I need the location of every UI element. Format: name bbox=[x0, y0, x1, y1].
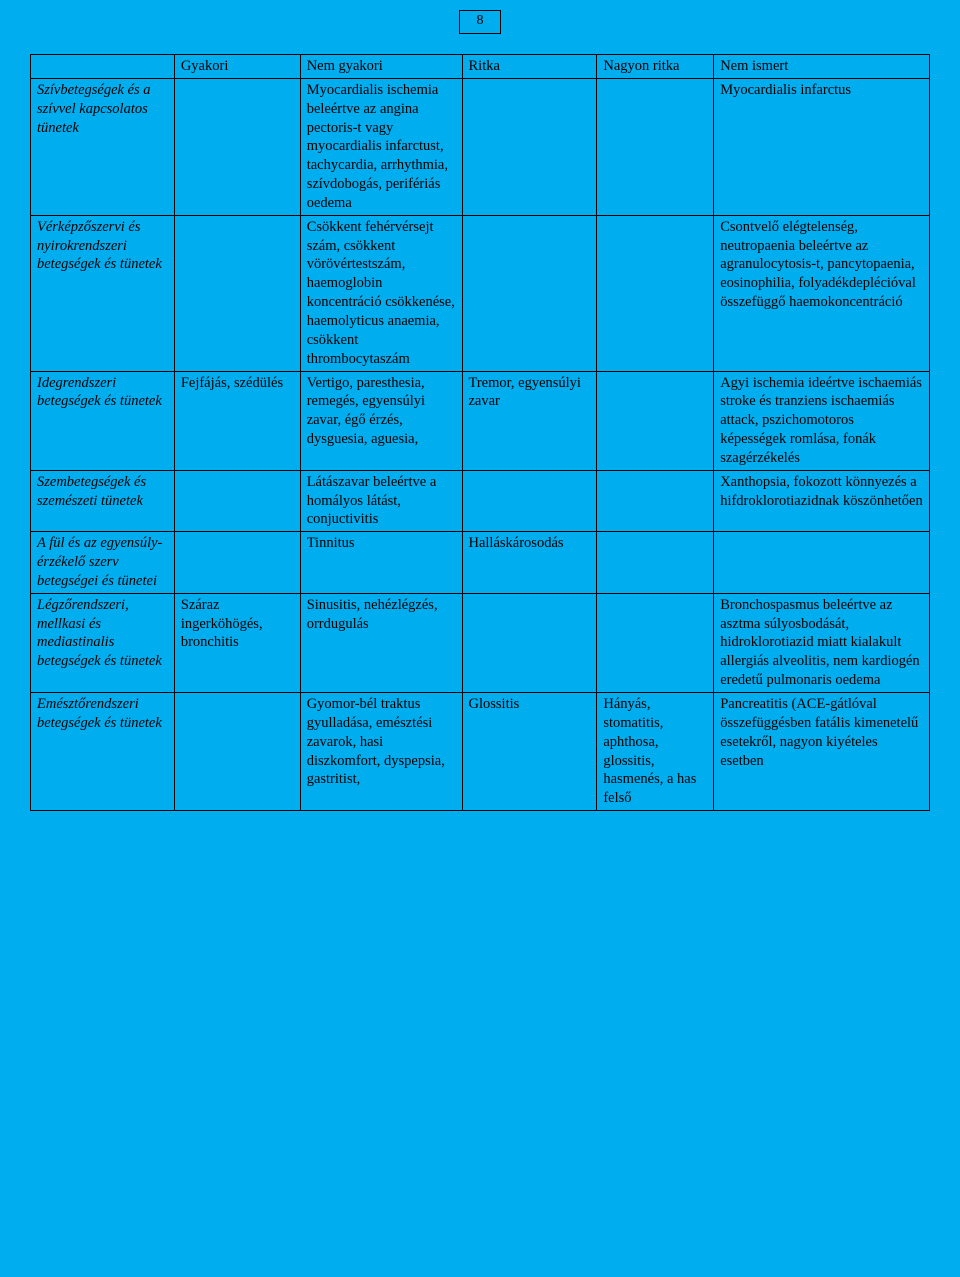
cell-nagyon-ritka bbox=[597, 470, 714, 532]
table-row: Szembetegségek és szemészeti tünetek Lát… bbox=[31, 470, 930, 532]
cell-nem-gyakori: Csökkent fehérvérsejt szám, csökkent vör… bbox=[300, 215, 462, 371]
cell-nem-gyakori: Gyomor-bél traktus gyulladása, emésztési… bbox=[300, 693, 462, 811]
cell-ritka: Halláskárosodás bbox=[462, 532, 597, 594]
cell-nem-gyakori: Myocardialis ischemia beleértve az angin… bbox=[300, 78, 462, 215]
cell-nem-ismert: Csontvelő elégtelenség, neutropaenia bel… bbox=[714, 215, 930, 371]
cell-gyakori bbox=[174, 215, 300, 371]
table-row: Szívbetegségek és a szívvel kapcsolatos … bbox=[31, 78, 930, 215]
row-label: Emésztőrendszeri betegségek és tünetek bbox=[31, 693, 175, 811]
cell-nagyon-ritka: Hányás, stomatitis, aphthosa, glossitis,… bbox=[597, 693, 714, 811]
cell-nem-gyakori: Tinnitus bbox=[300, 532, 462, 594]
table-row: Idegrendszeri betegségek és tünetek Fejf… bbox=[31, 371, 930, 470]
cell-nagyon-ritka bbox=[597, 532, 714, 594]
cell-nem-gyakori: Látászavar beleértve a homályos látást, … bbox=[300, 470, 462, 532]
cell-ritka: Tremor, egyensúlyi zavar bbox=[462, 371, 597, 470]
cell-nem-ismert: Xanthopsia, fokozott könnyezés a hifdrok… bbox=[714, 470, 930, 532]
row-label: Szívbetegségek és a szívvel kapcsolatos … bbox=[31, 78, 175, 215]
row-label: Vérképzőszervi és nyirokrendszeri betegs… bbox=[31, 215, 175, 371]
document-page: 8 Gyakori Nem gyakori Ritka Nagyon ritka… bbox=[0, 0, 960, 811]
cell-ritka bbox=[462, 78, 597, 215]
table-row: A fül és az egyensúly-érzékelő szerv bet… bbox=[31, 532, 930, 594]
cell-nem-gyakori: Vertigo, paresthesia, remegés, egyensúly… bbox=[300, 371, 462, 470]
cell-gyakori bbox=[174, 470, 300, 532]
table-row: Vérképzőszervi és nyirokrendszeri betegs… bbox=[31, 215, 930, 371]
row-label: Szembetegségek és szemészeti tünetek bbox=[31, 470, 175, 532]
cell-nem-ismert: Agyi ischemia ideértve ischaemiás stroke… bbox=[714, 371, 930, 470]
row-label: Légzőrendszeri, mellkasi és mediastinali… bbox=[31, 593, 175, 692]
cell-ritka bbox=[462, 215, 597, 371]
cell-nagyon-ritka bbox=[597, 371, 714, 470]
cell-gyakori bbox=[174, 693, 300, 811]
column-header-nem-gyakori: Nem gyakori bbox=[300, 55, 462, 79]
page-number: 8 bbox=[459, 10, 501, 34]
row-label: Idegrendszeri betegségek és tünetek bbox=[31, 371, 175, 470]
cell-nem-gyakori: Sinusitis, nehézlégzés, orrdugulás bbox=[300, 593, 462, 692]
table-row: Emésztőrendszeri betegségek és tünetek G… bbox=[31, 693, 930, 811]
cell-ritka bbox=[462, 470, 597, 532]
cell-nem-ismert: Myocardialis infarctus bbox=[714, 78, 930, 215]
cell-gyakori bbox=[174, 78, 300, 215]
column-header-nagyon-ritka: Nagyon ritka bbox=[597, 55, 714, 79]
cell-gyakori: Száraz ingerköhögés, bronchitis bbox=[174, 593, 300, 692]
cell-nem-ismert: Pancreatitis (ACE-gátlóval összefüggésbe… bbox=[714, 693, 930, 811]
cell-nem-ismert: Bronchospasmus beleértve az asztma súlyo… bbox=[714, 593, 930, 692]
column-header-empty bbox=[31, 55, 175, 79]
row-label: A fül és az egyensúly-érzékelő szerv bet… bbox=[31, 532, 175, 594]
table-header-row: Gyakori Nem gyakori Ritka Nagyon ritka N… bbox=[31, 55, 930, 79]
cell-nagyon-ritka bbox=[597, 78, 714, 215]
cell-ritka bbox=[462, 593, 597, 692]
column-header-ritka: Ritka bbox=[462, 55, 597, 79]
cell-nagyon-ritka bbox=[597, 593, 714, 692]
cell-gyakori: Fejfájás, szédülés bbox=[174, 371, 300, 470]
adverse-effects-table: Gyakori Nem gyakori Ritka Nagyon ritka N… bbox=[30, 54, 930, 811]
column-header-gyakori: Gyakori bbox=[174, 55, 300, 79]
column-header-nem-ismert: Nem ismert bbox=[714, 55, 930, 79]
cell-gyakori bbox=[174, 532, 300, 594]
cell-nagyon-ritka bbox=[597, 215, 714, 371]
cell-nem-ismert bbox=[714, 532, 930, 594]
table-row: Légzőrendszeri, mellkasi és mediastinali… bbox=[31, 593, 930, 692]
cell-ritka: Glossitis bbox=[462, 693, 597, 811]
